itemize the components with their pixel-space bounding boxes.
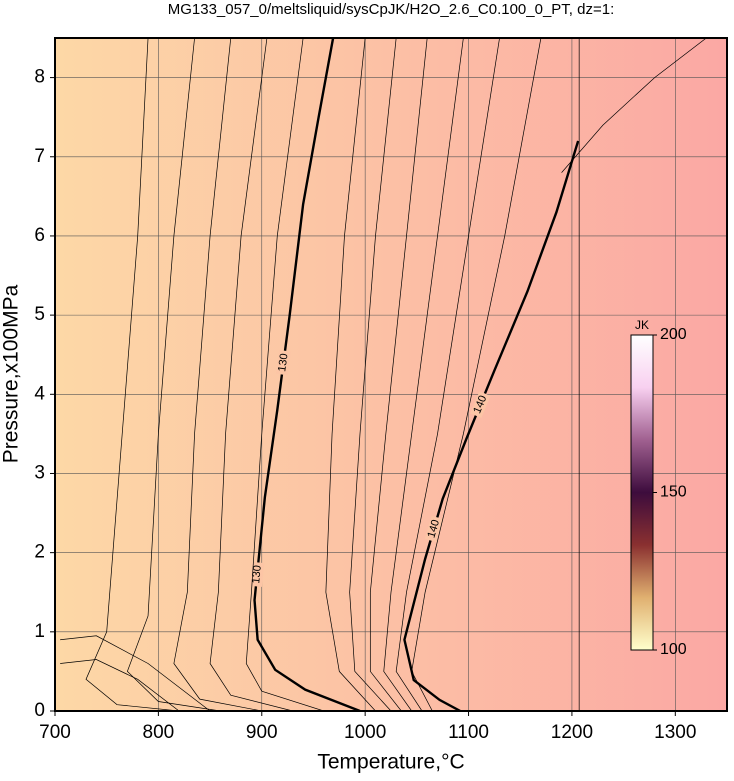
contour-line-thin	[411, 38, 542, 711]
contour-line-thin	[60, 659, 180, 711]
contour-label-bg	[275, 349, 291, 376]
contour-line-thin	[173, 38, 262, 711]
y-tick-label: 3	[34, 462, 45, 483]
contour-line-thin	[325, 38, 376, 711]
contour-line-thin	[209, 38, 293, 711]
colorbar	[630, 334, 654, 651]
x-tick-label: 1000	[344, 722, 386, 743]
colorbar-tick-label: 100	[660, 641, 687, 658]
contour-line	[253, 38, 361, 711]
contour-label-bg	[249, 561, 265, 587]
contour-label-bg	[424, 515, 444, 543]
contour-line-thin	[395, 38, 500, 711]
contour-label: 130	[276, 353, 290, 373]
contour-label-bg	[470, 391, 491, 418]
y-tick-label: 8	[34, 67, 45, 88]
contour-line-thin	[561, 38, 707, 173]
x-tick-label: 800	[143, 722, 175, 743]
x-tick-label: 1200	[551, 722, 593, 743]
plot-background	[55, 38, 727, 711]
contour-line-thin	[85, 38, 180, 711]
contour-line-thin	[245, 38, 324, 711]
chart-title: MG133_057_0/meltsliquid/sysCpJK/H2O_2.6_…	[168, 1, 615, 18]
contour-line-thin	[369, 38, 428, 711]
contour-line	[403, 140, 580, 711]
y-tick-label: 6	[34, 225, 45, 246]
x-tick-label: 900	[246, 722, 278, 743]
y-axis-label: Pressure,x100MPa	[0, 284, 23, 463]
y-tick-label: 0	[34, 700, 45, 721]
plot-frame	[54, 37, 728, 712]
y-tick-label: 1	[34, 621, 45, 642]
colorbar-tick-label: 150	[660, 484, 687, 501]
x-tick-label: 700	[39, 722, 71, 743]
y-tick-label: 4	[34, 383, 45, 404]
colorbar-tick-label: 200	[660, 326, 687, 343]
contour-line-thin	[349, 38, 397, 711]
contour-line-thin	[126, 38, 221, 711]
y-tick-label: 5	[34, 304, 45, 325]
contour-label: 140	[425, 518, 442, 539]
contour-label: 130	[250, 565, 264, 584]
y-tick-label: 7	[34, 146, 45, 167]
contour-line-thin	[60, 635, 211, 711]
colorbar-label: JK	[635, 318, 649, 332]
x-axis-label: Temperature,°C	[317, 751, 464, 774]
y-tick-label: 2	[34, 542, 45, 563]
x-tick-label: 1300	[654, 722, 696, 743]
contour-line-thin	[383, 38, 464, 711]
x-tick-label: 1100	[448, 722, 489, 743]
